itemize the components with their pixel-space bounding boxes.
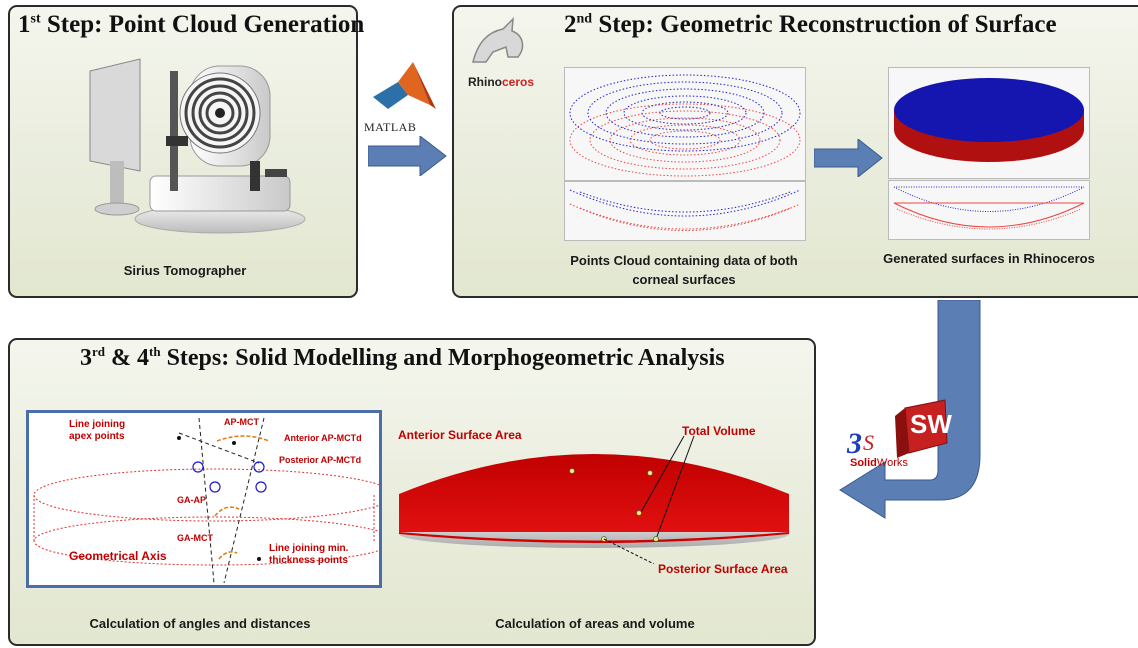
step2-caption-left-line2: corneal surfaces: [632, 272, 736, 287]
step34-sup-a: rd: [92, 344, 105, 359]
step2-step-word: Step:: [598, 11, 654, 38]
solidworks-label-a: Solid: [850, 457, 877, 469]
matlab-logo-icon: [373, 62, 436, 109]
step34-num-b: 4: [137, 345, 149, 371]
step34-title: 3rd & 4th Steps: Solid Modelling and Mor…: [80, 344, 725, 372]
step34-sup-b: th: [149, 344, 161, 359]
sirius-tomographer-image: [89, 58, 306, 234]
step2-num: 2: [564, 11, 577, 38]
angles-diagram: Line joining apex points AP-MCT Anterior…: [26, 410, 382, 588]
arrow-down-left-icon: [839, 300, 981, 519]
label-posterior-ap-mctd: Posterior AP-MCTd: [279, 455, 362, 465]
label-line-apex-1: Line joining: [69, 419, 126, 430]
rhino-logo-a: Rhino: [468, 75, 502, 89]
step34-panel: 3rd & 4th Steps: Solid Modelling and Mor…: [8, 338, 816, 646]
step34-num-a: 3: [80, 345, 92, 371]
label-ga-ap: GA-AP: [177, 495, 206, 505]
step2-panel: 2nd Step: Geometric Reconstruction of Su…: [452, 5, 1138, 298]
arrow-right-icon: [368, 136, 447, 176]
step34-amp: &: [111, 345, 131, 371]
rhino-logo-text: Rhinoceros: [468, 75, 534, 89]
step1-step-word: Step:: [46, 11, 103, 38]
step1-num: 1: [18, 11, 31, 38]
label-total-volume: Total Volume: [682, 424, 756, 438]
surface-top-view: [888, 67, 1090, 179]
label-line-apex: Line joining apex points: [69, 419, 125, 443]
solidworks-logo-icon: 3 S: [846, 399, 948, 460]
solidworks-label: SolidWorks: [850, 457, 908, 469]
label-posterior-surface: Posterior Surface Area: [658, 562, 788, 576]
step2-caption-right: Generated surfaces in Rhinoceros: [883, 251, 1095, 266]
label-geometrical-axis: Geometrical Axis: [69, 549, 167, 563]
label-anterior-surface: Anterior Surface Area: [398, 428, 522, 442]
step1-panel: 1st Step: Point Cloud Generation Sirius …: [8, 5, 364, 298]
label-ga-mct: GA-MCT: [177, 533, 213, 543]
step2-title-text: Geometric Reconstruction of Surface: [660, 11, 1057, 38]
caption-areas: Calculation of areas and volume: [495, 616, 695, 631]
label-line-min-1: Line joining min.: [269, 543, 349, 554]
label-ap-mct: AP-MCT: [224, 417, 259, 427]
caption-angles: Calculation of angles and distances: [89, 616, 311, 631]
step1-sup: st: [30, 11, 41, 27]
svg-text:3: 3: [846, 427, 862, 460]
step34-title-text: Steps: Solid Modelling and Morphogeometr…: [166, 345, 725, 371]
step2-title: 2nd Step: Geometric Reconstruction of Su…: [564, 11, 1057, 39]
svg-text:S: S: [863, 430, 874, 455]
arrow-right-icon: [814, 139, 883, 177]
step2-sup: nd: [576, 11, 593, 27]
label-line-apex-2: apex points: [69, 431, 125, 442]
point-cloud-top-view: [564, 67, 806, 181]
step1-title-text: Point Cloud Generation: [108, 11, 365, 38]
point-cloud-side-view: [564, 181, 806, 241]
matlab-label: MATLAB: [364, 120, 417, 134]
step2-caption-left-line1: Points Cloud containing data of both: [570, 253, 798, 268]
step1-caption: Sirius Tomographer: [123, 263, 247, 278]
angles-diagram-drawing: [33, 417, 379, 584]
solid-model-image: [399, 435, 789, 564]
rhino-logo-icon: [472, 17, 524, 63]
solidworks-badge: SW: [910, 409, 952, 439]
step1-title: 1st Step: Point Cloud Generation: [18, 11, 364, 39]
label-line-min-2: thickness points: [269, 555, 348, 566]
label-anterior-ap-mctd: Anterior AP-MCTd: [284, 433, 362, 443]
solidworks-label-b: Works: [876, 457, 908, 469]
surface-side-view: [888, 180, 1090, 240]
step2-caption-left: Points Cloud containing data of both cor…: [539, 251, 829, 289]
label-line-min: Line joining min. thickness points: [269, 543, 348, 567]
rhino-logo-b: ceros: [502, 75, 535, 89]
